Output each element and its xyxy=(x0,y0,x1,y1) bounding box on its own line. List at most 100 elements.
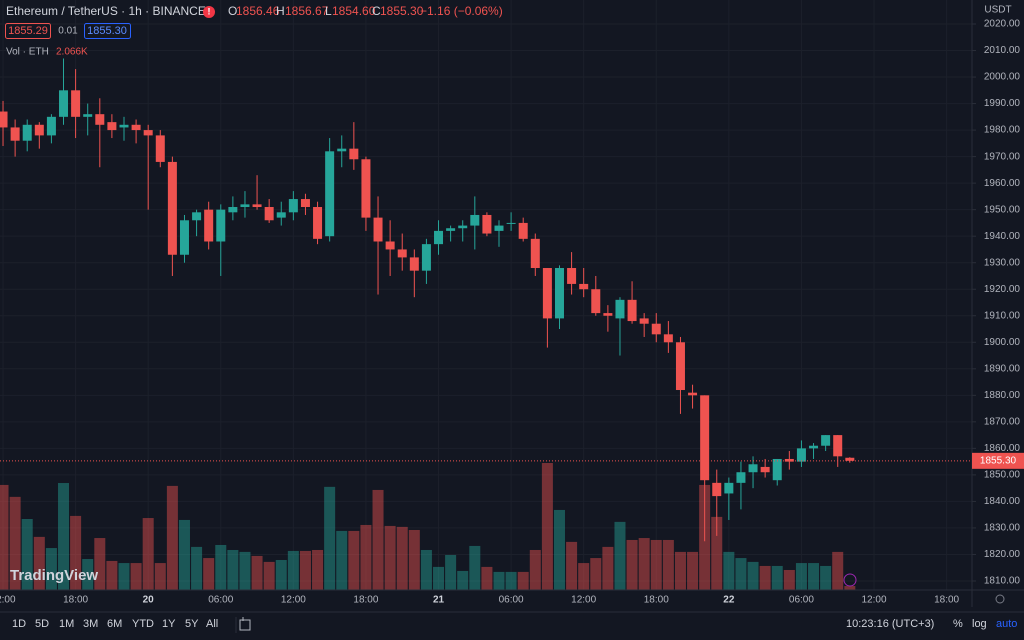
x-tick-label: 12:00 xyxy=(281,595,306,606)
volume-bar xyxy=(844,586,856,590)
volume-bar xyxy=(360,524,372,590)
auto-toggle[interactable]: auto xyxy=(996,618,1017,630)
range-button[interactable]: 3M xyxy=(83,618,98,630)
candle-body xyxy=(10,127,20,141)
candle-body xyxy=(228,207,238,213)
candle-body xyxy=(204,209,214,242)
volume-bar xyxy=(457,570,469,590)
log-toggle[interactable]: log xyxy=(972,618,987,630)
volume-bar xyxy=(832,551,844,590)
candle-body xyxy=(46,116,56,136)
candle-body xyxy=(567,268,577,284)
candle-body xyxy=(458,225,468,229)
y-tick-label: 1990.00 xyxy=(984,98,1021,109)
candle-body xyxy=(506,222,516,224)
volume-bar xyxy=(783,569,795,590)
candle-body xyxy=(155,135,165,162)
volume-bar xyxy=(82,559,94,590)
x-tick-label: 12:00 xyxy=(571,595,596,606)
candle-body xyxy=(736,472,746,483)
volume-bar xyxy=(747,561,759,590)
candle-body xyxy=(107,122,117,131)
volume-bar xyxy=(650,539,662,590)
volume-bar xyxy=(33,536,45,590)
candle-body xyxy=(349,148,359,160)
settings-icon[interactable] xyxy=(995,594,1005,604)
candle-body xyxy=(216,209,226,242)
volume-bar xyxy=(614,521,626,590)
volume-bar xyxy=(529,549,541,590)
ask[interactable]: 1855.30 xyxy=(87,25,127,37)
candle-body xyxy=(603,313,613,316)
volume-bar xyxy=(602,546,614,590)
candle-body xyxy=(276,212,286,218)
alert-icon[interactable] xyxy=(203,6,215,18)
currency[interactable]: USDT xyxy=(984,5,1011,16)
volume-bar xyxy=(118,563,130,590)
y-tick-label: 1840.00 xyxy=(984,496,1021,507)
range-button[interactable]: 6M xyxy=(107,618,122,630)
volume-bar xyxy=(771,565,783,590)
range-button[interactable]: 1D xyxy=(12,618,26,630)
candle-body xyxy=(167,161,177,255)
range-button[interactable]: 1Y xyxy=(162,618,176,630)
candle-body xyxy=(809,445,819,449)
percent-toggle[interactable]: % xyxy=(953,618,963,630)
date-range-icon[interactable] xyxy=(239,617,251,631)
volume-bar xyxy=(687,551,699,590)
candle-body xyxy=(397,249,407,258)
y-tick-label: 1820.00 xyxy=(984,549,1021,560)
candle-body xyxy=(651,323,661,335)
x-tick-label: 18:00 xyxy=(644,595,669,606)
candle-body xyxy=(712,482,722,497)
volume-bar xyxy=(372,489,384,590)
candle-body xyxy=(313,207,323,239)
symbol[interactable]: Ethereum / TetherUS · 1h · BINANCE xyxy=(6,4,206,18)
volume-bar xyxy=(45,548,57,590)
candle-body xyxy=(760,466,770,473)
y-tick-label: 2010.00 xyxy=(984,45,1021,56)
volume-bar xyxy=(263,561,275,590)
range-button[interactable]: 5Y xyxy=(185,618,199,630)
volume-bar xyxy=(433,566,445,590)
volume-bar xyxy=(178,519,190,590)
alert-icon-mark: ! xyxy=(208,6,211,16)
clock[interactable]: 10:23:16 (UTC+3) xyxy=(846,618,934,630)
volume-bar xyxy=(58,483,70,590)
volume-bar xyxy=(541,463,553,590)
volume-bar xyxy=(251,555,263,590)
range-button[interactable]: All xyxy=(206,618,218,630)
range-button[interactable]: YTD xyxy=(132,618,154,630)
spread: 0.01 xyxy=(58,26,78,37)
y-tick-label: 1970.00 xyxy=(984,151,1021,162)
bid-box[interactable] xyxy=(5,23,51,39)
range-button[interactable]: 5D xyxy=(35,618,49,630)
y-tick-label: 1880.00 xyxy=(984,390,1021,401)
y-tick-label: 2020.00 xyxy=(984,19,1021,30)
candle-body xyxy=(796,448,806,462)
range-button[interactable]: 1M xyxy=(59,618,74,630)
volume-bar xyxy=(106,560,118,590)
candle-body xyxy=(542,268,552,319)
candle-body xyxy=(494,225,504,231)
x-tick-label: 21 xyxy=(433,595,445,606)
bid[interactable]: 1855.29 xyxy=(8,25,48,37)
logo[interactable]: TradingView xyxy=(10,567,98,584)
candle-body xyxy=(748,464,758,473)
candle-body xyxy=(446,228,456,231)
y-tick-label: 1850.00 xyxy=(984,470,1021,481)
candle-body xyxy=(252,204,262,208)
volume-bar xyxy=(662,539,674,590)
candle-body xyxy=(264,207,274,221)
candle-body xyxy=(627,299,637,322)
low-label: L xyxy=(325,4,332,18)
candle-body xyxy=(530,238,540,269)
volume-bar xyxy=(445,554,457,590)
volume-bar xyxy=(227,549,239,590)
volume-bar xyxy=(94,538,106,590)
volume-bar xyxy=(166,485,178,590)
candle-body xyxy=(34,124,44,136)
lightning-icon[interactable] xyxy=(843,573,857,587)
ask-box[interactable] xyxy=(84,23,131,39)
